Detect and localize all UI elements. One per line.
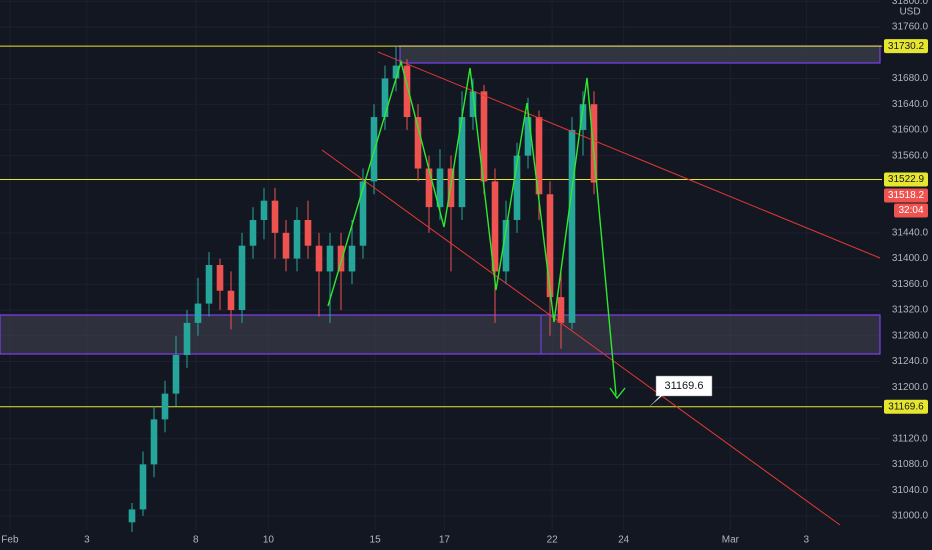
x-tick-label: 17 <box>439 535 451 546</box>
price-level-label: 31169.6 <box>888 401 924 412</box>
price-level-badge <box>884 172 928 187</box>
y-tick-label: 31200.0 <box>892 382 929 393</box>
candle-body <box>216 265 224 291</box>
x-tick-label: 24 <box>618 535 630 546</box>
candle-body <box>227 290 235 311</box>
candle-body <box>359 181 367 246</box>
x-tick-label: 10 <box>263 535 275 546</box>
y-tick-label: 31560.0 <box>892 150 929 161</box>
candle-body <box>480 91 488 182</box>
candle-body <box>535 117 543 195</box>
candle-body <box>282 232 290 259</box>
y-tick-label: 31640.0 <box>892 99 929 110</box>
x-tick-label: Mar <box>722 535 740 546</box>
y-tick-label: 31680.0 <box>892 73 929 84</box>
price-level-label: 31730.2 <box>888 41 925 52</box>
x-tick-label: 8 <box>193 535 199 546</box>
price-level-label: 31522.9 <box>888 174 925 185</box>
y-tick-label: 31760.0 <box>892 22 929 33</box>
y-tick-label: 31120.0 <box>892 433 928 444</box>
x-tick-label: 3 <box>84 535 90 546</box>
candle-body <box>568 129 576 323</box>
candle-body <box>403 65 411 118</box>
last-price-label: 31518.2 <box>888 190 925 201</box>
supply-zone <box>399 45 881 64</box>
y-tick-label: 31400.0 <box>892 253 929 264</box>
candle-body <box>392 65 400 79</box>
candle-body <box>139 464 147 510</box>
candle-body <box>161 393 169 420</box>
demand-zone <box>0 314 881 355</box>
x-tick-label: 3 <box>804 535 810 546</box>
arrow-head <box>609 387 626 400</box>
candle-body <box>271 200 279 233</box>
y-tick-label: 31360.0 <box>892 279 929 290</box>
y-tick-label: 31240.0 <box>892 356 929 367</box>
y-tick-label: 31040.0 <box>892 485 929 496</box>
currency: USD <box>899 7 920 18</box>
last-price-badge <box>884 188 928 203</box>
candle-body <box>326 245 334 272</box>
candle-body <box>590 104 598 183</box>
zigzag-path <box>327 59 617 396</box>
candle-body <box>436 168 444 208</box>
countdown-badge <box>894 203 928 218</box>
candle-body <box>238 245 246 311</box>
candle-body <box>458 117 466 208</box>
candle-body <box>469 91 477 118</box>
countdown-label: 32:04 <box>898 205 923 216</box>
candle-body <box>425 168 433 208</box>
candle-body <box>414 117 422 169</box>
y-tick-label: 31080.0 <box>892 459 929 470</box>
candle-body <box>381 78 389 118</box>
candle-body <box>546 194 554 298</box>
candle-body <box>304 219 312 246</box>
y-tick-label: 31280.0 <box>892 330 929 341</box>
candle-body <box>260 200 268 220</box>
x-tick-label: 15 <box>370 535 382 546</box>
trend-line <box>321 149 841 526</box>
candle-body <box>579 104 587 130</box>
y-tick-label: 31800.0 <box>892 0 929 7</box>
callout-box <box>649 375 713 407</box>
price-level-badge <box>884 39 928 54</box>
x-tick-label: 22 <box>547 535 559 546</box>
trend-line <box>377 51 881 259</box>
candles <box>128 46 598 532</box>
y-tick-label: 31600.0 <box>892 125 929 136</box>
callout-label: 31169.6 <box>665 380 704 392</box>
candle-body <box>502 219 510 272</box>
y-tick-label: 31440.0 <box>892 227 929 238</box>
candle-body <box>128 509 136 523</box>
candle-body <box>348 245 356 272</box>
candle-body <box>249 219 257 246</box>
candle-body <box>293 219 301 259</box>
price-level-badge <box>884 399 928 414</box>
candle-body <box>315 245 323 272</box>
candle-body <box>557 297 565 323</box>
candle-body <box>513 155 521 220</box>
candle-body <box>491 181 499 272</box>
candle-body <box>337 245 345 272</box>
y-tick-label: 31320.0 <box>892 305 929 316</box>
x-tick-label: Feb <box>1 535 19 546</box>
candle-body <box>205 265 213 304</box>
candle-body <box>524 117 532 156</box>
candle-body <box>183 322 191 356</box>
candle-body <box>194 303 202 323</box>
candle-body <box>150 419 158 465</box>
y-tick-label: 31000.0 <box>892 510 929 521</box>
candle-body <box>172 355 180 394</box>
